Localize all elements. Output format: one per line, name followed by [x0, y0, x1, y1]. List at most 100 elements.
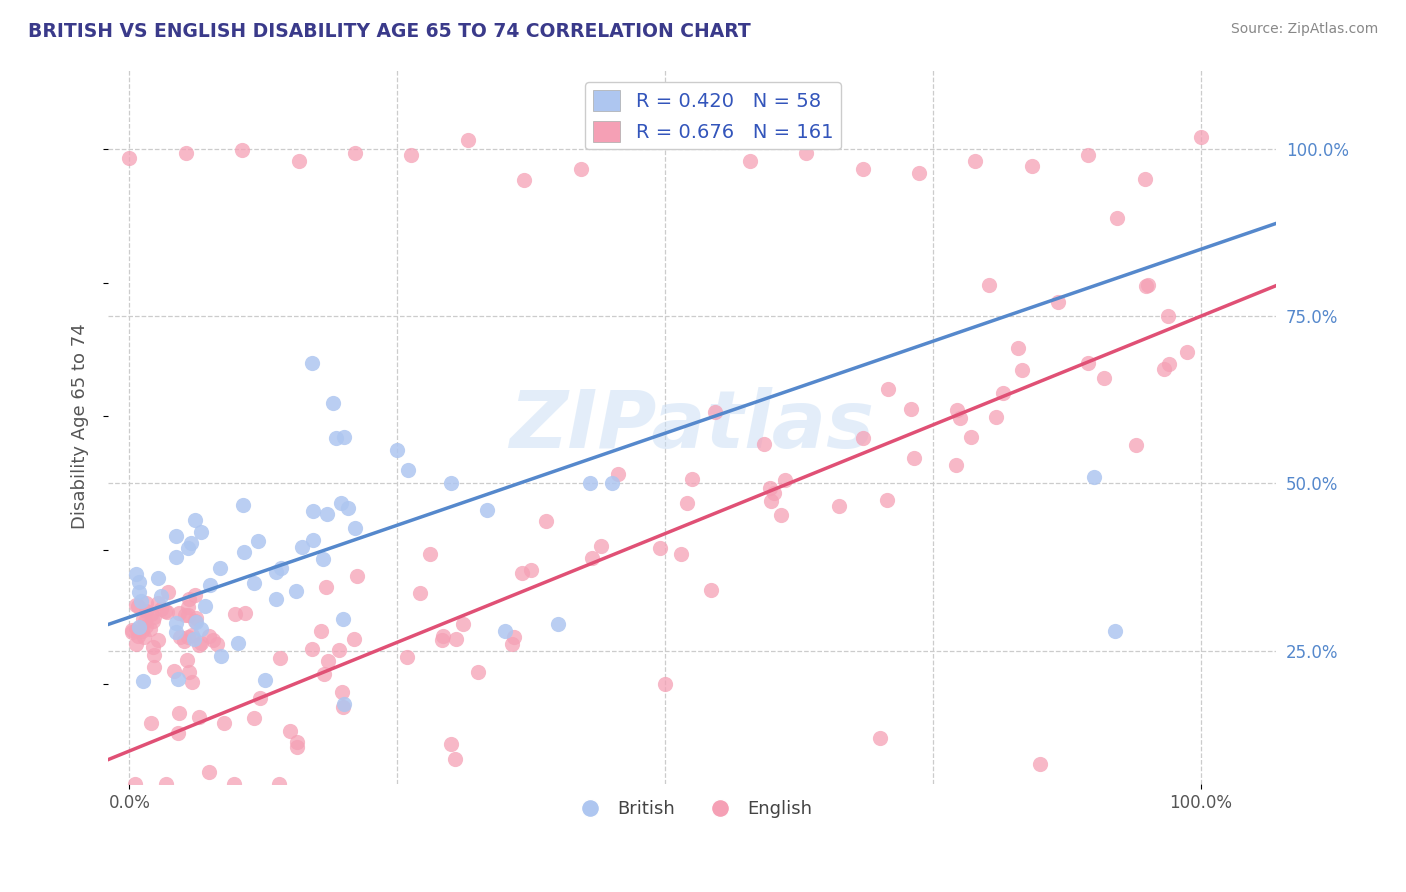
- Point: [1107, 211, 1129, 226]
- Point: [769, 508, 792, 522]
- Point: [1046, 294, 1069, 309]
- Point: [165, 625, 187, 640]
- Point: [1175, 345, 1198, 359]
- Point: [141, 715, 163, 730]
- Point: [960, 430, 983, 444]
- Point: [1077, 356, 1099, 370]
- Point: [342, 632, 364, 647]
- Point: [194, 599, 217, 614]
- Point: [396, 463, 419, 477]
- Point: [1157, 357, 1180, 371]
- Point: [270, 561, 292, 575]
- Point: [142, 648, 165, 662]
- Point: [146, 570, 169, 584]
- Point: [125, 598, 148, 612]
- Point: [134, 619, 156, 633]
- Point: [128, 585, 150, 599]
- Text: ZIPatlas: ZIPatlas: [509, 387, 875, 466]
- Point: [314, 666, 336, 681]
- Point: [547, 616, 569, 631]
- Point: [1021, 159, 1043, 173]
- Point: [852, 162, 875, 177]
- Point: [704, 405, 727, 419]
- Point: [135, 605, 157, 619]
- Point: [908, 166, 931, 180]
- Point: [1135, 279, 1157, 293]
- Point: [409, 585, 432, 599]
- Point: [254, 673, 277, 688]
- Point: [579, 476, 602, 491]
- Point: [457, 133, 479, 147]
- Point: [1104, 624, 1126, 638]
- Point: [186, 615, 208, 629]
- Point: [1125, 438, 1147, 452]
- Y-axis label: Disability Age 65 to 74: Disability Age 65 to 74: [72, 324, 89, 529]
- Point: [681, 472, 703, 486]
- Point: [738, 153, 761, 168]
- Point: [150, 589, 173, 603]
- Point: [344, 145, 367, 160]
- Point: [301, 642, 323, 657]
- Point: [177, 631, 200, 645]
- Point: [124, 777, 146, 791]
- Point: [155, 777, 177, 791]
- Point: [669, 547, 692, 561]
- Point: [387, 442, 409, 457]
- Point: [231, 143, 253, 157]
- Point: [249, 690, 271, 705]
- Point: [224, 607, 246, 622]
- Point: [121, 624, 143, 638]
- Point: [135, 596, 157, 610]
- Point: [869, 731, 891, 745]
- Point: [134, 614, 156, 628]
- Point: [301, 533, 323, 547]
- Point: [177, 608, 200, 623]
- Point: [127, 629, 149, 643]
- Point: [184, 615, 207, 629]
- Point: [343, 521, 366, 535]
- Point: [336, 500, 359, 515]
- Point: [965, 153, 987, 168]
- Point: [129, 593, 152, 607]
- Point: [993, 385, 1015, 400]
- Legend: British, English: British, English: [565, 793, 820, 825]
- Point: [183, 512, 205, 526]
- Point: [453, 617, 475, 632]
- Point: [233, 545, 256, 559]
- Point: [197, 629, 219, 643]
- Point: [184, 588, 207, 602]
- Point: [233, 607, 256, 621]
- Point: [475, 502, 498, 516]
- Point: [167, 726, 190, 740]
- Point: [131, 674, 153, 689]
- Point: [330, 496, 353, 510]
- Point: [163, 665, 186, 679]
- Point: [520, 563, 543, 577]
- Point: [1133, 171, 1156, 186]
- Point: [174, 608, 197, 623]
- Point: [200, 578, 222, 592]
- Point: [432, 629, 454, 643]
- Point: [209, 648, 232, 663]
- Point: [291, 540, 314, 554]
- Point: [700, 582, 723, 597]
- Point: [205, 637, 228, 651]
- Point: [513, 173, 536, 187]
- Point: [401, 148, 423, 162]
- Point: [139, 607, 162, 622]
- Point: [762, 486, 785, 500]
- Point: [287, 153, 309, 168]
- Point: [949, 410, 972, 425]
- Point: [128, 620, 150, 634]
- Point: [328, 642, 350, 657]
- Point: [232, 498, 254, 512]
- Point: [444, 752, 467, 766]
- Point: [467, 665, 489, 679]
- Point: [876, 493, 898, 508]
- Point: [190, 636, 212, 650]
- Point: [166, 672, 188, 686]
- Point: [198, 764, 221, 779]
- Point: [226, 636, 249, 650]
- Point: [132, 612, 155, 626]
- Point: [148, 596, 170, 610]
